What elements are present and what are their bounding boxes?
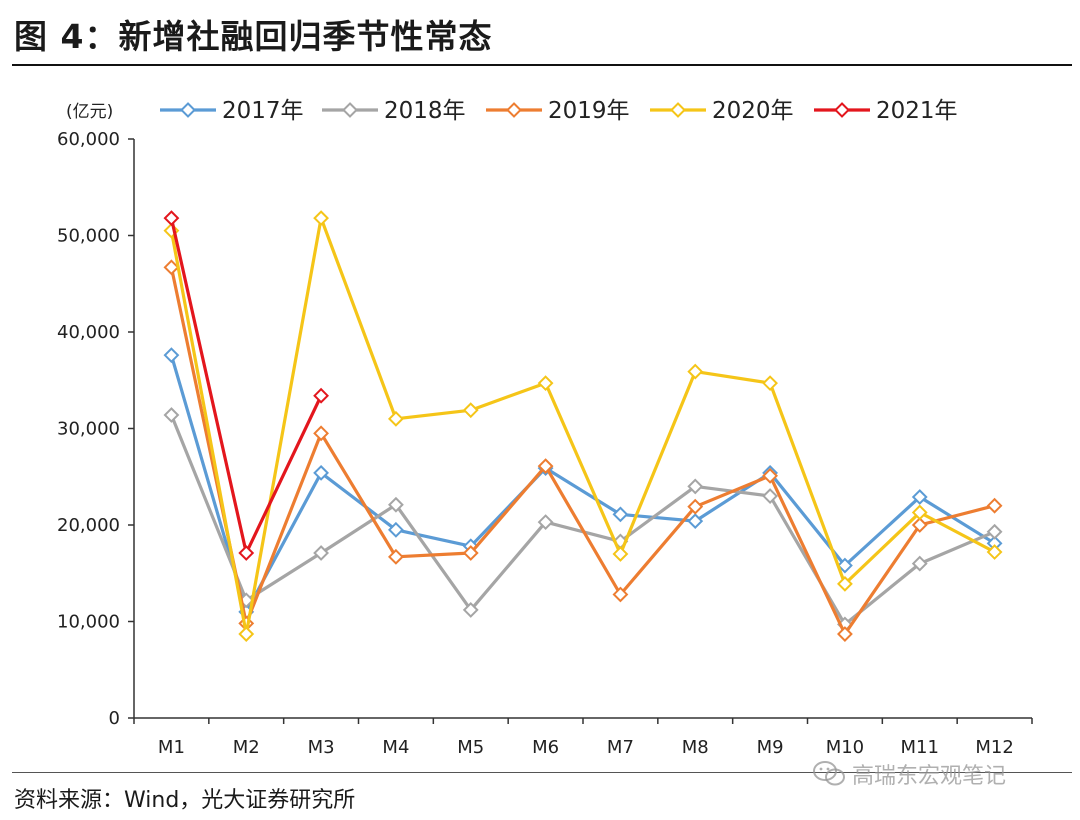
data-point (313, 464, 329, 481)
chart-legend: 2017年 2018年 2019年 2020年 2021年 (160, 98, 958, 124)
data-point (163, 222, 180, 239)
footer-divider (12, 772, 1072, 773)
data-point (238, 626, 255, 642)
watermark: 高瑞东宏观笔记 (812, 758, 1006, 790)
series-2018年 (163, 407, 1003, 633)
data-point (911, 517, 928, 533)
y-axis-unit-label: (亿元) (66, 102, 113, 122)
y-tick-label: 0 (109, 708, 120, 729)
figure-title: 图 4：新增社融回归季节性常态 (14, 17, 493, 56)
data-point (163, 210, 180, 227)
x-tick-label: M10 (826, 737, 864, 758)
x-tick-label: M1 (158, 737, 185, 758)
y-tick-label: 40,000 (57, 322, 120, 343)
data-point (612, 506, 629, 523)
data-point (837, 626, 853, 642)
data-point (313, 210, 329, 227)
x-tick-label: M11 (901, 737, 939, 758)
x-tick-label: M9 (757, 737, 784, 758)
x-tick-label: M3 (308, 737, 335, 758)
watermark-text: 高瑞东宏观笔记 (852, 764, 1007, 789)
data-point (388, 521, 404, 538)
y-tick-label: 60,000 (57, 129, 120, 150)
data-point (986, 497, 1003, 514)
data-point (163, 259, 180, 276)
data-point (612, 546, 629, 562)
legend-item: 2017年 (160, 98, 304, 124)
data-point (837, 575, 853, 592)
data-point (911, 555, 928, 572)
data-point (762, 488, 778, 504)
data-point (462, 402, 479, 419)
data-point (687, 498, 704, 515)
x-tick-label: M7 (607, 737, 634, 758)
y-tick-label: 50,000 (57, 226, 120, 247)
chart-axes: 0 10,000 20,000 30,000 40,000 50,000 60,000 M1 M… (57, 129, 1033, 758)
chart-series (163, 210, 1003, 642)
legend-item: 2019年 (486, 98, 630, 124)
y-tick-label: 30,000 (57, 419, 120, 440)
legend-label: 2021年 (876, 98, 958, 124)
x-tick-label: M4 (382, 737, 409, 758)
data-point (612, 586, 629, 603)
data-point (313, 425, 329, 442)
wechat-icon (813, 761, 845, 786)
data-point (313, 545, 329, 561)
data-point (388, 496, 404, 513)
data-point (462, 602, 479, 618)
x-tick-label: M12 (975, 737, 1013, 758)
data-point (163, 347, 180, 364)
line-chart: (亿元) 2017年 2018年 2019年 2020年 2021年 0 10,000 20… (57, 98, 1033, 758)
legend-label: 2020年 (712, 98, 794, 124)
legend-item: 2020年 (650, 98, 794, 124)
series-line (169, 216, 996, 636)
data-point (163, 407, 180, 423)
legend-swatch-marker (180, 102, 196, 118)
data-point (238, 545, 255, 561)
legend-label: 2017年 (222, 98, 304, 124)
data-point (388, 548, 404, 565)
x-tick-label: M6 (532, 737, 559, 758)
data-point (911, 504, 928, 521)
data-point (762, 375, 778, 392)
legend-item: 2018年 (322, 98, 466, 124)
x-tick-label: M8 (682, 737, 709, 758)
data-point (911, 489, 928, 505)
x-tick-label: M2 (233, 737, 260, 758)
series-line (169, 266, 995, 636)
legend-swatch-marker (834, 102, 850, 118)
data-point (986, 523, 1003, 540)
x-tick-label: M5 (457, 737, 484, 758)
data-point (313, 387, 329, 404)
legend-swatch-marker (506, 102, 522, 118)
y-tick-label: 10,000 (57, 612, 120, 633)
data-point (388, 410, 404, 427)
data-point (537, 514, 554, 531)
legend-swatch-marker (670, 102, 686, 118)
data-point (762, 467, 778, 484)
data-point (687, 478, 704, 495)
data-point (462, 545, 479, 561)
data-point (986, 544, 1003, 560)
data-point (687, 363, 704, 380)
y-tick-label: 20,000 (57, 515, 120, 536)
data-point (537, 458, 554, 475)
series-line (169, 217, 323, 555)
legend-label: 2018年 (384, 98, 466, 124)
series-2021年 (163, 210, 329, 561)
data-point (537, 375, 554, 392)
title-divider (12, 64, 1072, 66)
data-point (837, 557, 853, 574)
legend-swatch-marker (342, 102, 358, 118)
legend-label: 2019年 (548, 98, 630, 124)
legend-item: 2021年 (814, 98, 958, 124)
series-line (169, 354, 996, 614)
series-2017年 (163, 347, 1003, 620)
series-2020年 (163, 210, 1003, 642)
source-note: 资料来源：Wind，光大证券研究所 (14, 788, 356, 813)
data-point (687, 513, 704, 530)
series-2019年 (163, 259, 1003, 642)
